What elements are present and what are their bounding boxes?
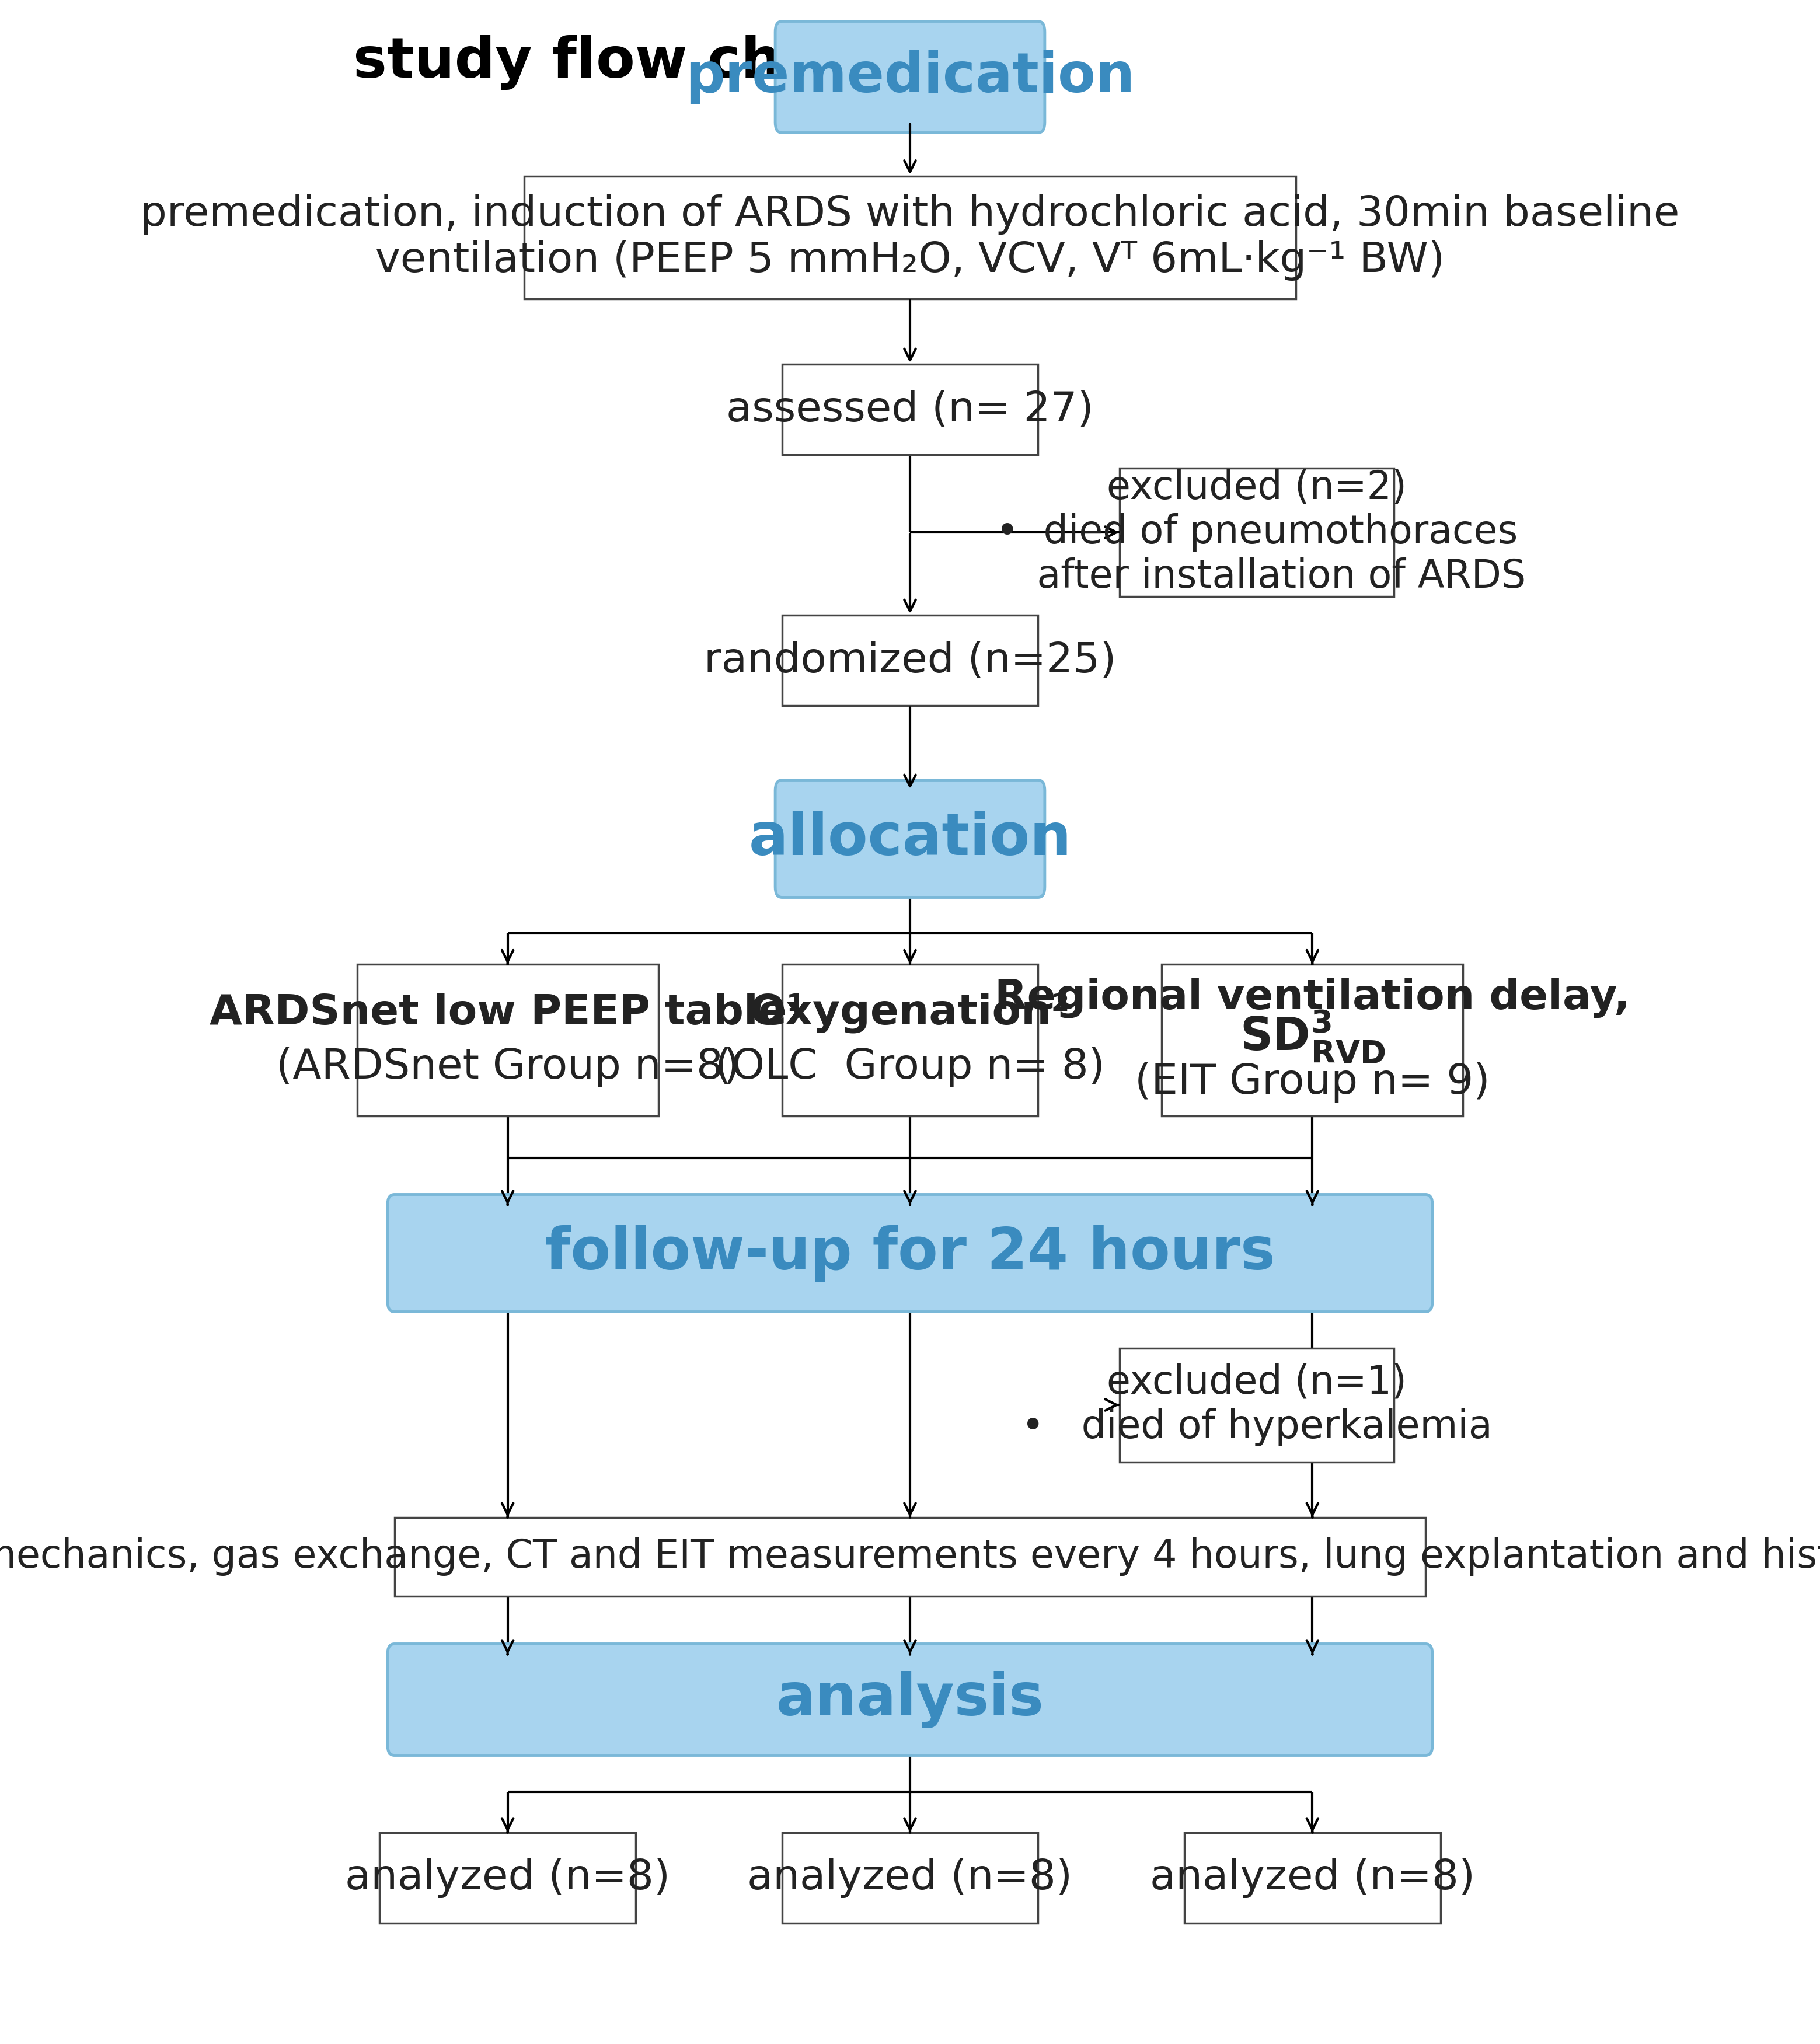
Text: analyzed (n=8): analyzed (n=8) — [748, 1858, 1072, 1897]
Text: follow-up for 24 hours: follow-up for 24 hours — [544, 1224, 1276, 1282]
Bar — [524, 176, 1296, 298]
Bar — [783, 615, 1037, 705]
Bar — [783, 965, 1037, 1116]
Text: analyzed (n=8): analyzed (n=8) — [1150, 1858, 1474, 1897]
Bar — [1119, 1347, 1394, 1461]
Text: assessed (n= 27): assessed (n= 27) — [726, 390, 1094, 429]
Bar — [395, 1517, 1425, 1596]
Text: (ARDSnet Group n=8): (ARDSnet Group n=8) — [277, 1047, 739, 1087]
Text: analysis: analysis — [775, 1672, 1045, 1729]
Text: excluded (n=1)
•   died of hyperkalemia: excluded (n=1) • died of hyperkalemia — [1021, 1363, 1492, 1447]
Bar — [357, 965, 659, 1116]
Bar — [1185, 1831, 1440, 1923]
FancyBboxPatch shape — [775, 781, 1045, 897]
Bar — [380, 1831, 635, 1923]
Bar — [1119, 468, 1394, 597]
Text: Regional ventilation delay,: Regional ventilation delay, — [996, 977, 1631, 1018]
Text: premedication: premedication — [684, 51, 1136, 104]
Text: allocation: allocation — [748, 809, 1072, 867]
Bar — [783, 1831, 1037, 1923]
Text: $\mathbf{SD}_{\mathbf{RVD}}^{\mathbf{3}}$: $\mathbf{SD}_{\mathbf{RVD}}^{\mathbf{3}}… — [1239, 1008, 1385, 1065]
FancyBboxPatch shape — [388, 1643, 1432, 1756]
Text: Oxygenation²: Oxygenation² — [750, 993, 1070, 1032]
Text: lung mechanics, gas exchange, CT and EIT measurements every 4 hours, lung explan: lung mechanics, gas exchange, CT and EIT… — [0, 1537, 1820, 1576]
Text: excluded (n=2)
•  died of pneumothoraces
    after installation of ARDS: excluded (n=2) • died of pneumothoraces … — [988, 468, 1525, 597]
Text: (EIT Group n= 9): (EIT Group n= 9) — [1136, 1063, 1491, 1102]
Text: study flow chart: study flow chart — [353, 35, 875, 90]
Text: premedication, induction of ARDS with hydrochloric acid, 30min baseline
ventilat: premedication, induction of ARDS with hy… — [140, 194, 1680, 280]
FancyBboxPatch shape — [775, 20, 1045, 133]
FancyBboxPatch shape — [388, 1194, 1432, 1312]
Bar — [783, 364, 1037, 456]
Text: randomized (n=25): randomized (n=25) — [704, 640, 1116, 681]
Text: ARDSnet low PEEP table¹: ARDSnet low PEEP table¹ — [209, 993, 806, 1032]
Text: analyzed (n=8): analyzed (n=8) — [346, 1858, 670, 1897]
Text: (OLC  Group n= 8): (OLC Group n= 8) — [715, 1047, 1105, 1087]
Bar — [1161, 965, 1463, 1116]
